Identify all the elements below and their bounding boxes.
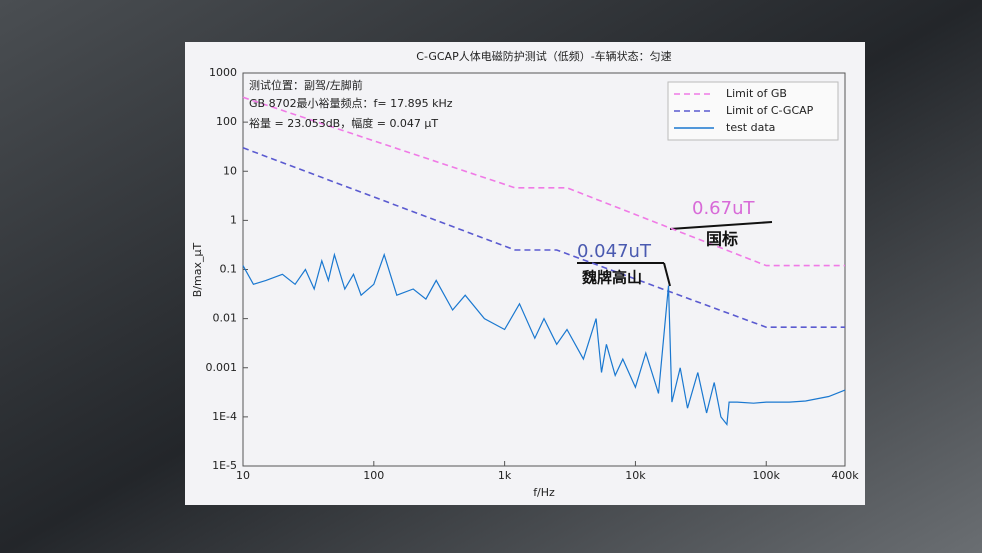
annotation: 测试位置：副驾/左脚前 [249,78,363,92]
x-tick-label: 100k [753,469,781,482]
y-tick-label: 100 [216,115,237,128]
series-line [242,252,846,427]
x-tick-label: 1k [498,469,512,482]
annotation: GB 8702最小裕量频点：f= 17.895 kHz [249,96,453,110]
chart-title: C-GCAP人体电磁防护测试（低频）-车辆状态：匀速 [416,49,671,63]
x-tick-label: 400k [831,469,859,482]
y-tick-label: 10 [223,164,237,177]
legend-label: Limit of C-GCAP [726,104,814,117]
y-tick-label: 0.001 [206,361,238,374]
legend-label: test data [726,121,775,134]
y-tick-label: 1E-5 [212,459,237,472]
y-tick-label: 1 [230,213,237,226]
annotation-line [663,262,671,287]
y-axis-label: B/max_μT [191,243,204,298]
x-tick-label: 10k [625,469,646,482]
y-tick-label: 1E-4 [212,410,237,423]
annotation: 裕量 = 23.053dB，幅度 = 0.047 μT [249,116,438,130]
y-tick-label: 0.01 [213,312,238,325]
legend-label: Limit of GB [726,87,787,100]
y-tick-label: 0.1 [220,263,238,276]
annotation-line [669,221,773,230]
series-line [242,96,845,267]
y-tick-label: 1000 [209,66,237,79]
x-axis-label: f/Hz [533,486,555,499]
annotation: 0.67uT [692,198,755,219]
annotation: 魏牌高山 [581,269,642,287]
annotation: 国标 [706,230,738,249]
annotation: 0.047uT [577,241,652,262]
x-tick-label: 100 [363,469,384,482]
x-tick-label: 10 [236,469,250,482]
series-line [242,147,845,328]
